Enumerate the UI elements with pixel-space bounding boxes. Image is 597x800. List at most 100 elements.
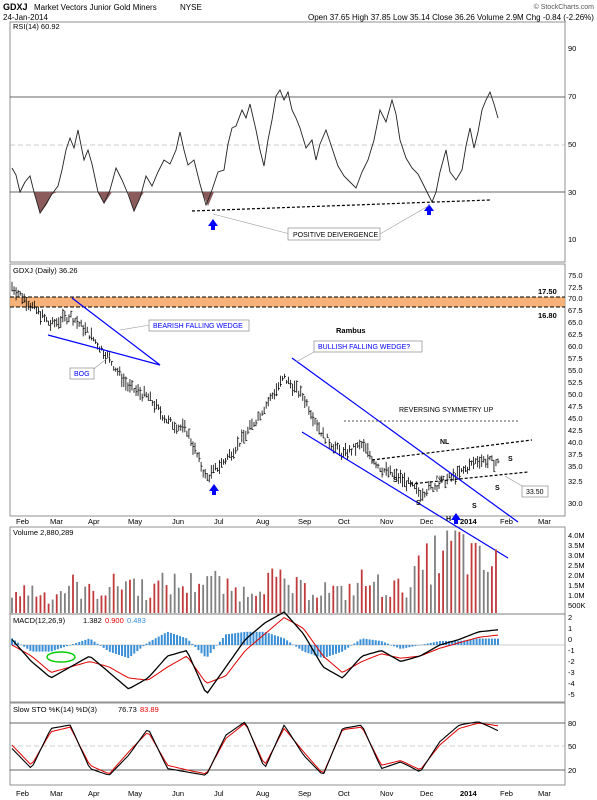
month-label: Sep <box>298 789 311 798</box>
volume-bar <box>393 580 396 613</box>
macd-panel-frame <box>9 613 566 703</box>
macd-hist-bar <box>182 637 185 645</box>
macd-hist-bar <box>283 638 286 645</box>
sto-tick-label: 50 <box>568 742 576 751</box>
volume-bar <box>185 592 188 613</box>
volume-bar <box>133 578 135 613</box>
bearish-wedge-lower <box>47 334 161 366</box>
month-label: Mar <box>50 517 63 526</box>
macd-hist-bar <box>99 645 102 646</box>
macd-hist-bar <box>136 645 139 652</box>
macd-hist-bar <box>212 645 215 650</box>
volume-bar <box>409 587 412 613</box>
shoulder-label: S <box>508 456 513 463</box>
volume-bar <box>324 582 327 613</box>
price-tick-label: 37.5 <box>568 450 583 459</box>
macd-hist-bar <box>325 645 328 657</box>
volume-axis: 4.0M 3.5M 3.0M 2.5M 2.0M 1.5M 1.0M 500K <box>568 531 586 610</box>
volume-tick-label: 2.5M <box>568 561 585 570</box>
macd-hist-bar <box>191 643 194 645</box>
volume-bar <box>27 595 30 613</box>
volume-bar <box>108 587 111 613</box>
month-label: 2014 <box>460 517 478 526</box>
macd-hist-bar <box>267 633 270 645</box>
macd-signal-line <box>11 617 499 684</box>
sto-panel-frame <box>9 702 566 786</box>
month-label: Dec <box>420 517 434 526</box>
volume-tick-label: 2.0M <box>568 571 585 580</box>
rsi-tick-label: 10 <box>568 235 576 244</box>
price-tick-label: 40.0 <box>568 438 583 447</box>
macd-hist-bar <box>203 645 206 657</box>
volume-bar <box>368 585 371 613</box>
macd-hist-bar <box>32 645 35 652</box>
macd-hist-bar <box>169 632 172 645</box>
volume-bar <box>474 542 477 613</box>
volume-bar <box>425 543 428 613</box>
macd-hist-bar <box>438 641 441 645</box>
macd-hist-bar <box>130 645 133 657</box>
volume-bar <box>63 593 66 613</box>
volume-bar <box>434 535 436 613</box>
price-tick-label: 62.5 <box>568 330 583 339</box>
volume-bar <box>137 595 139 613</box>
macd-hist-bar <box>497 638 499 645</box>
price-axis: 75.0 72.5 70.0 67.5 65.0 62.5 60.0 57.5 … <box>568 271 583 508</box>
macd-hist-bar <box>69 645 72 646</box>
volume-bar <box>23 585 26 613</box>
bullish-wedge-box <box>313 340 423 353</box>
macd-hist-bar <box>75 643 78 645</box>
rsi-up-arrow-icon <box>211 225 215 230</box>
rsi-tick-label: 70 <box>568 92 576 101</box>
rsi-up-arrow-icon <box>424 204 434 211</box>
macd-hist-bar <box>148 641 151 645</box>
macd-hist-bar <box>29 645 32 651</box>
macd-hist-bar <box>420 644 423 646</box>
macd-hist-bar <box>255 631 258 645</box>
sto-d-line <box>11 722 499 775</box>
macd-hist-bar <box>316 645 319 657</box>
rsi-tick-label: 30 <box>568 188 576 197</box>
macd-hist-bar <box>139 645 142 649</box>
month-label: Apr <box>88 517 100 526</box>
macd-hist-bar <box>390 644 393 646</box>
macd-hist-bar <box>448 641 451 645</box>
month-label: Aug <box>256 789 269 798</box>
volume-label: Volume 2,880,289 <box>13 528 73 537</box>
volume-bar <box>120 589 123 613</box>
volume-bar <box>206 576 209 613</box>
macd-hist-bar <box>377 640 380 645</box>
macd-hist-bar <box>26 645 29 649</box>
macd-hist-bar <box>59 645 62 649</box>
macd-histogram <box>11 631 499 659</box>
macd-hist-bar <box>163 633 166 645</box>
volume-tick-label: 3.5M <box>568 541 585 550</box>
macd-tick-label: 0 <box>568 635 572 644</box>
rsi-divergence-line <box>191 199 491 212</box>
volume-bar <box>381 596 383 613</box>
macd-hist-bar <box>151 639 154 645</box>
price-tick-label: 35.0 <box>568 462 583 471</box>
macd-hist-bar <box>310 645 313 655</box>
macd-hist-bar <box>374 640 377 645</box>
volume-bar <box>312 594 314 613</box>
macd-hist-bar <box>102 645 105 648</box>
price-tick-label: 65.0 <box>568 318 583 327</box>
macd-line <box>11 611 499 694</box>
volume-bar <box>344 600 347 613</box>
macd-hist-bar <box>408 645 411 648</box>
macd-hist-bar <box>301 645 304 651</box>
price-tick-label: 67.5 <box>568 306 583 315</box>
level-16-80: 16.80 <box>538 311 557 320</box>
macd-hist-bar <box>200 645 203 654</box>
price-label: GDXJ (Daily) 36.26 <box>13 266 78 275</box>
macd-hist-bar <box>231 633 234 645</box>
macd-hist-bar <box>124 645 127 657</box>
resistance-band <box>10 297 565 307</box>
macd-hist-bar <box>53 645 56 651</box>
macd-hist-bar <box>249 631 252 645</box>
month-label: May <box>128 789 142 798</box>
volume-bar <box>230 590 233 613</box>
macd-green-oval <box>46 651 76 663</box>
volume-bar <box>177 587 180 613</box>
